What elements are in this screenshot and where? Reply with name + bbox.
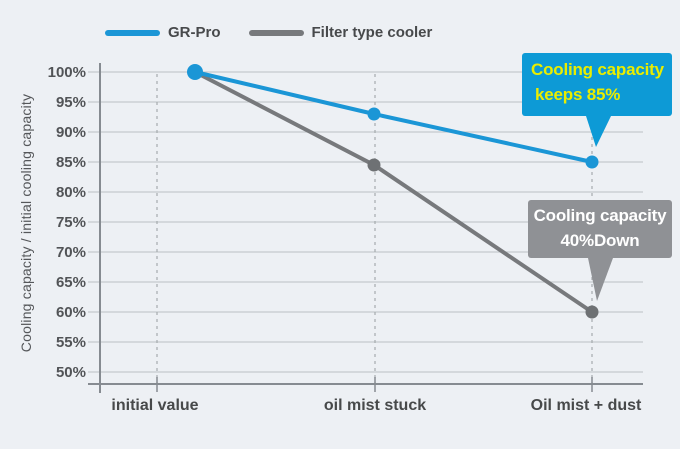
- y-tick-label-75: 75%: [56, 214, 86, 231]
- legend-item-filter-cooler: Filter type cooler: [248, 24, 433, 41]
- y-axis-title: Cooling capacity / initial cooling capac…: [18, 93, 34, 353]
- legend-label-gr-pro: GR-Pro: [168, 24, 221, 41]
- x-label-1: oil mist stuck: [324, 397, 426, 414]
- callout-gray-line-2: 40%Down: [560, 231, 640, 250]
- legend-swatch-blue: [105, 29, 160, 36]
- data-point-GR-Pro-0: [187, 64, 203, 80]
- legend-item-gr-pro: GR-Pro: [105, 24, 221, 41]
- callout-gray-pointer: [588, 258, 613, 301]
- callout-blue-line-2: keeps 85%: [535, 85, 621, 104]
- y-tick-label-100: 100%: [48, 64, 86, 81]
- data-point-Filter type cooler-2: [585, 305, 599, 319]
- data-point-Filter type cooler-1: [367, 158, 381, 172]
- legend: GR-Pro Filter type cooler: [105, 24, 432, 41]
- callout-blue-pointer: [586, 116, 611, 147]
- legend-swatch-gray: [248, 29, 304, 36]
- callout-cooling-keeps-85: Cooling capacity keeps 85%: [522, 53, 672, 147]
- data-point-GR-Pro-2: [585, 155, 599, 169]
- y-tick-label-95: 95%: [56, 94, 86, 111]
- callout-gray-line-1: Cooling capacity: [533, 206, 667, 225]
- y-tick-label-50: 50%: [56, 364, 86, 381]
- legend-label-filter-cooler: Filter type cooler: [311, 24, 433, 41]
- y-tick-label-55: 55%: [56, 334, 86, 351]
- callout-40-percent-down: Cooling capacity 40%Down: [528, 200, 672, 301]
- y-tick-label-85: 85%: [56, 154, 86, 171]
- y-tick-label-90: 90%: [56, 124, 86, 141]
- data-point-GR-Pro-1: [367, 107, 381, 121]
- x-label-2: Oil mist + dust: [531, 397, 642, 414]
- y-tick-label-60: 60%: [56, 304, 86, 321]
- y-tick-label-80: 80%: [56, 184, 86, 201]
- x-label-0: initial value: [111, 397, 198, 414]
- y-tick-label-70: 70%: [56, 244, 86, 261]
- callout-blue-line-1: Cooling capacity: [531, 60, 664, 79]
- y-tick-label-65: 65%: [56, 274, 86, 291]
